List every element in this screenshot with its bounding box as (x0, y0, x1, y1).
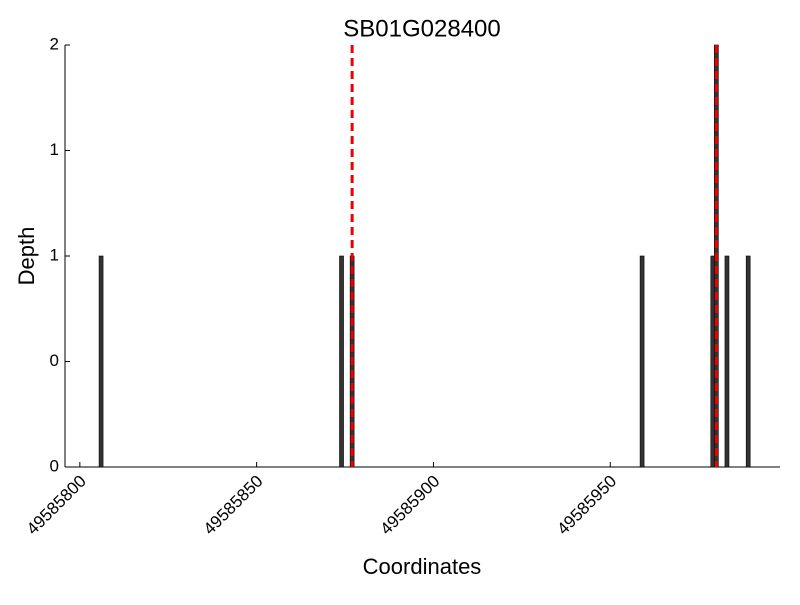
bar (639, 255, 645, 468)
x-tick-label: 49585850 (200, 472, 267, 539)
y-tick-label: 0 (50, 456, 59, 475)
x-tick-label: 49585900 (377, 472, 444, 539)
bar (98, 255, 104, 468)
y-tick-label: 1 (50, 140, 59, 159)
chart-title: SB01G028400 (343, 15, 500, 42)
bar (339, 255, 344, 468)
x-tick-label: 49585950 (553, 472, 620, 539)
bar (724, 255, 730, 468)
x-tick-label: 49585800 (23, 472, 90, 539)
bar (745, 255, 751, 468)
y-tick-label: 1 (50, 245, 59, 264)
x-axis-label: Coordinates (363, 554, 482, 579)
y-tick-label: 2 (50, 34, 59, 53)
y-axis-label: Depth (14, 227, 39, 286)
y-tick-label: 0 (50, 351, 59, 370)
